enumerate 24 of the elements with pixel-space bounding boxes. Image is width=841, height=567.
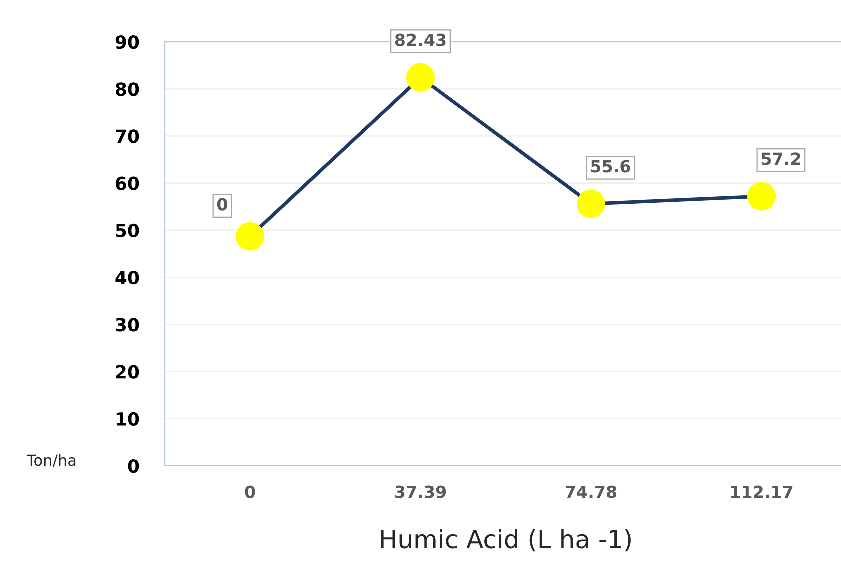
y-tick-label: 70 [116, 130, 140, 144]
x-tick-label: 37.39 [396, 486, 446, 498]
point [406, 63, 435, 92]
point [577, 190, 606, 218]
y-tick-label: 80 [116, 82, 140, 96]
y-tick-label: 60 [116, 176, 140, 190]
text: 0 [217, 198, 228, 211]
text: 55.6 [591, 160, 630, 173]
y-tick-label: 30 [116, 318, 140, 332]
point [748, 182, 776, 211]
x-axis-title: Humic Acid (L ha -1) [381, 529, 631, 552]
y-tick-label: 10 [116, 412, 140, 426]
text: 57.2 [762, 152, 800, 166]
y-tick-label: 40 [116, 271, 140, 285]
y-tick-label: 90 [116, 35, 140, 50]
x-tick-label: 74.78 [566, 486, 617, 498]
y-tick-label: 0 [128, 459, 140, 474]
y-tick-label: 50 [116, 224, 140, 238]
y-tick-label: 20 [116, 365, 140, 379]
x-tick-label: 0 [245, 486, 256, 498]
x-tick-label: 112.17 [731, 486, 793, 498]
y-axis-title: Ton/ha [26, 454, 76, 468]
point [236, 222, 264, 251]
text: 82.43 [395, 34, 446, 46]
